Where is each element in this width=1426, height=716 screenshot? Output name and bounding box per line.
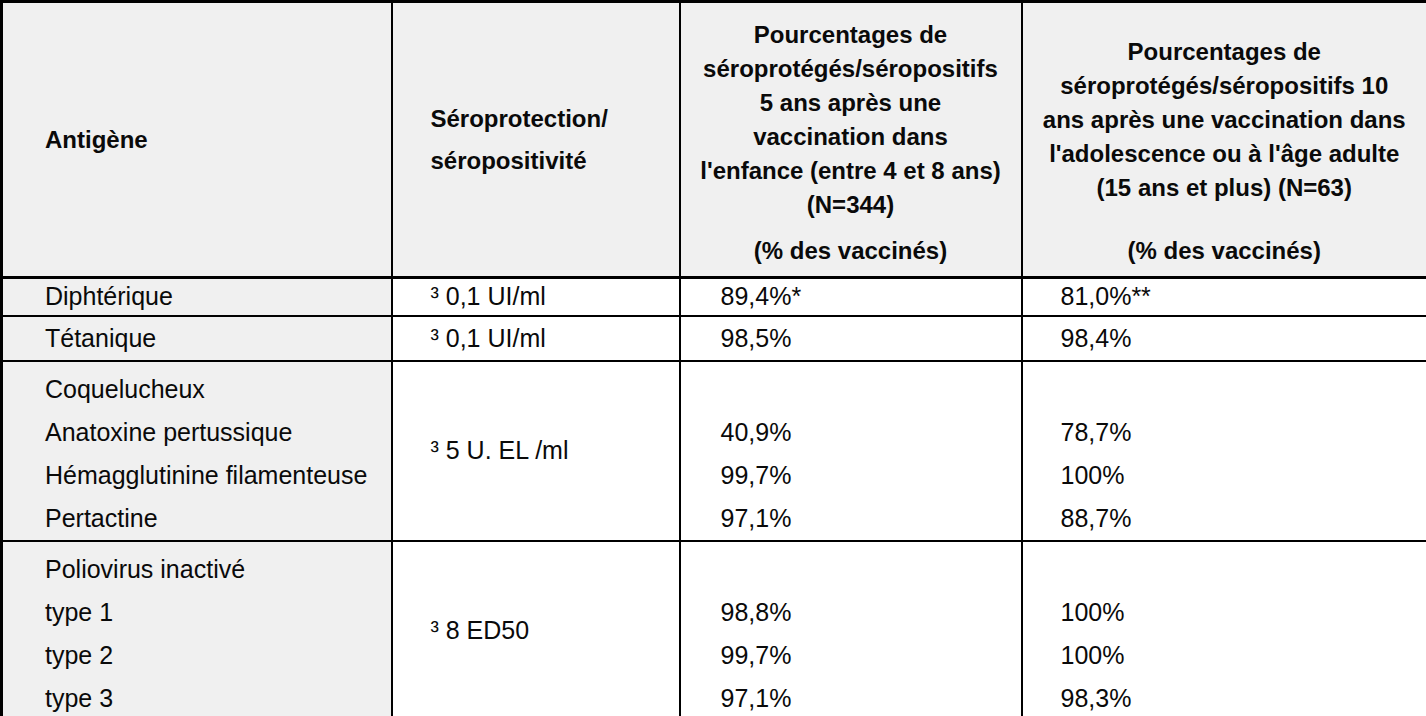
pct-line <box>1061 548 1426 591</box>
pct-line <box>1061 368 1426 411</box>
cell-pct-5y: 40,9% 99,7% 97,1% <box>680 361 1022 541</box>
document-page: Antigène Séroprotection/ séropositivité … <box>0 0 1426 716</box>
column-label-seroprotection: Séroprotection/ séropositivité <box>393 98 679 182</box>
cell-pct-10y: 78,7% 100% 88,7% <box>1022 361 1426 541</box>
pct-line: 100% <box>1061 634 1426 677</box>
table-row-diphtheria: Diphtérique ³ 0,1 UI/ml 89,4%* 81,0%** <box>2 278 1426 316</box>
cell-pct-5y: 89,4%* <box>680 278 1022 316</box>
antigen-line: type 2 <box>45 634 391 677</box>
cell-pct-5y: 98,8% 99,7% 97,1% <box>680 541 1022 716</box>
antigen-line: Hémagglutinine filamenteuse <box>45 454 391 497</box>
pct-line: 97,1% <box>721 677 1021 716</box>
table-row-poliovirus: Poliovirus inactivé type 1 type 2 type 3… <box>2 541 1426 716</box>
column-label-antigen: Antigène <box>3 126 391 154</box>
pct-line: 98,8% <box>721 591 1021 634</box>
antigen-line: Anatoxine pertussique <box>45 411 391 454</box>
cell-pct-10y: 81,0%** <box>1022 278 1426 316</box>
pct-line <box>721 548 1021 591</box>
pct-line: 100% <box>1061 591 1426 634</box>
pct-line: 99,7% <box>721 454 1021 497</box>
antigen-line: Poliovirus inactivé <box>45 548 391 591</box>
antigen-line: type 1 <box>45 591 391 634</box>
column-sublabel-pct-5y: (% des vaccinés) <box>681 236 1021 276</box>
header-row: Antigène Séroprotection/ séropositivité … <box>2 2 1426 278</box>
cell-threshold: ³ 8 ED50 <box>392 541 680 716</box>
header-content-pct-5y: Pourcentages de séroprotégés/séropositif… <box>681 4 1021 276</box>
header-content-pct-10y: Pourcentages de séroprotégés/séropositif… <box>1023 4 1426 276</box>
header-cell-pct-5y: Pourcentages de séroprotégés/séropositif… <box>680 2 1022 278</box>
column-sublabel-pct-10y: (% des vaccinés) <box>1023 236 1426 276</box>
cell-pct-5y: 98,5% <box>680 316 1022 361</box>
cell-antigen: Coquelucheux Anatoxine pertussique Hémag… <box>2 361 392 541</box>
header-cell-seroprotection: Séroprotection/ séropositivité <box>392 2 680 278</box>
pct-line: 40,9% <box>721 411 1021 454</box>
pct-line: 78,7% <box>1061 411 1426 454</box>
pct-line <box>721 368 1021 411</box>
pct-line: 98,3% <box>1061 677 1426 716</box>
cell-threshold: ³ 0,1 UI/ml <box>392 278 680 316</box>
column-label-pct-5y: Pourcentages de séroprotégés/séropositif… <box>700 18 1000 222</box>
antigen-line: Coquelucheux <box>45 368 391 411</box>
table-row-pertussis: Coquelucheux Anatoxine pertussique Hémag… <box>2 361 1426 541</box>
cell-threshold: ³ 5 U. EL /ml <box>392 361 680 541</box>
cell-threshold: ³ 0,1 UI/ml <box>392 316 680 361</box>
cell-antigen: Tétanique <box>2 316 392 361</box>
antigen-line: Pertactine <box>45 497 391 540</box>
cell-pct-10y: 98,4% <box>1022 316 1426 361</box>
cell-antigen: Poliovirus inactivé type 1 type 2 type 3 <box>2 541 392 716</box>
seroprotection-table: Antigène Séroprotection/ séropositivité … <box>0 0 1426 716</box>
header-cell-pct-10y: Pourcentages de séroprotégés/séropositif… <box>1022 2 1426 278</box>
table-row-tetanus: Tétanique ³ 0,1 UI/ml 98,5% 98,4% <box>2 316 1426 361</box>
pct-line: 88,7% <box>1061 497 1426 540</box>
pct-line: 100% <box>1061 454 1426 497</box>
antigen-line: type 3 <box>45 677 391 716</box>
pct-line: 97,1% <box>721 497 1021 540</box>
header-cell-antigen: Antigène <box>2 2 392 278</box>
column-label-pct-10y: Pourcentages de séroprotégés/séropositif… <box>1043 35 1406 205</box>
cell-pct-10y: 100% 100% 98,3% <box>1022 541 1426 716</box>
pct-line: 99,7% <box>721 634 1021 677</box>
cell-antigen: Diphtérique <box>2 278 392 316</box>
